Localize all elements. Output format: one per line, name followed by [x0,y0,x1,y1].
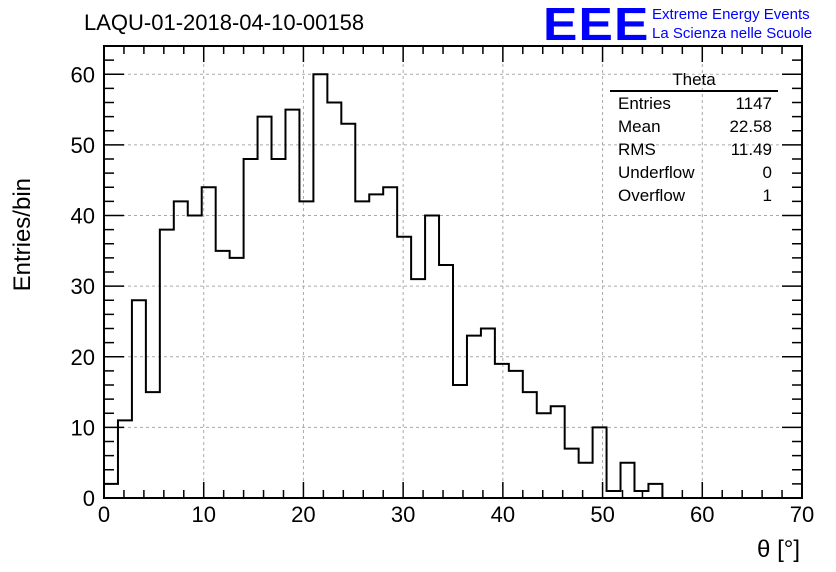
stats-value: 1 [762,186,772,205]
stats-row-mean: Mean 22.58 [610,115,778,138]
stats-row-underflow: Underflow 0 [610,161,778,184]
x-tick-label: 0 [98,502,110,527]
eee-logo-text: Extreme Energy Events La Scienza nelle S… [652,5,812,43]
stats-value: 1147 [735,94,772,113]
x-tick-label: 70 [790,502,814,527]
x-tick-label: 40 [491,502,515,527]
x-tick-label: 20 [291,502,315,527]
y-tick-label: 40 [71,204,95,229]
stats-box: Theta Entries 1147 Mean 22.58 RMS 11.49 … [610,70,778,207]
y-tick-label: 50 [71,133,95,158]
x-tick-label: 50 [590,502,614,527]
logo-line-2: La Scienza nelle Scuole [652,25,813,42]
chart-title: LAQU-01-2018-04-10-00158 [84,10,365,35]
stats-row-rms: RMS 11.49 [610,138,778,161]
histogram-series [103,73,802,499]
stats-label: RMS [618,140,656,159]
stats-value: 0 [762,163,772,182]
x-tick-label: 30 [391,502,415,527]
eee-logo: EEE Extreme Energy Events La Scienza nel… [543,0,812,50]
y-axis-label: Entries/bin [9,178,36,291]
stats-row-entries: Entries 1147 [610,92,778,115]
stats-label: Underflow [618,163,695,182]
stats-value: 22.58 [729,117,772,136]
y-tick-label: 30 [71,274,95,299]
x-tick-label: 10 [191,502,215,527]
stats-value: 11.49 [730,140,772,159]
stats-label: Mean [618,117,661,136]
axis-ticks [103,45,803,499]
y-tick-label: 10 [71,415,95,440]
plot-frame [103,45,803,499]
x-tick-label: 60 [690,502,714,527]
stats-label: Entries [618,94,671,113]
y-tick-label: 0 [83,486,95,511]
stats-row-overflow: Overflow 1 [610,184,778,207]
stats-label: Overflow [618,186,686,205]
stats-title: Theta [610,70,778,92]
x-axis-label: θ [°] [757,536,800,563]
y-tick-label: 60 [71,62,95,87]
y-tick-label: 20 [71,345,95,370]
eee-logo-mark: EEE [543,0,650,50]
logo-line-1: Extreme Energy Events [652,6,810,23]
